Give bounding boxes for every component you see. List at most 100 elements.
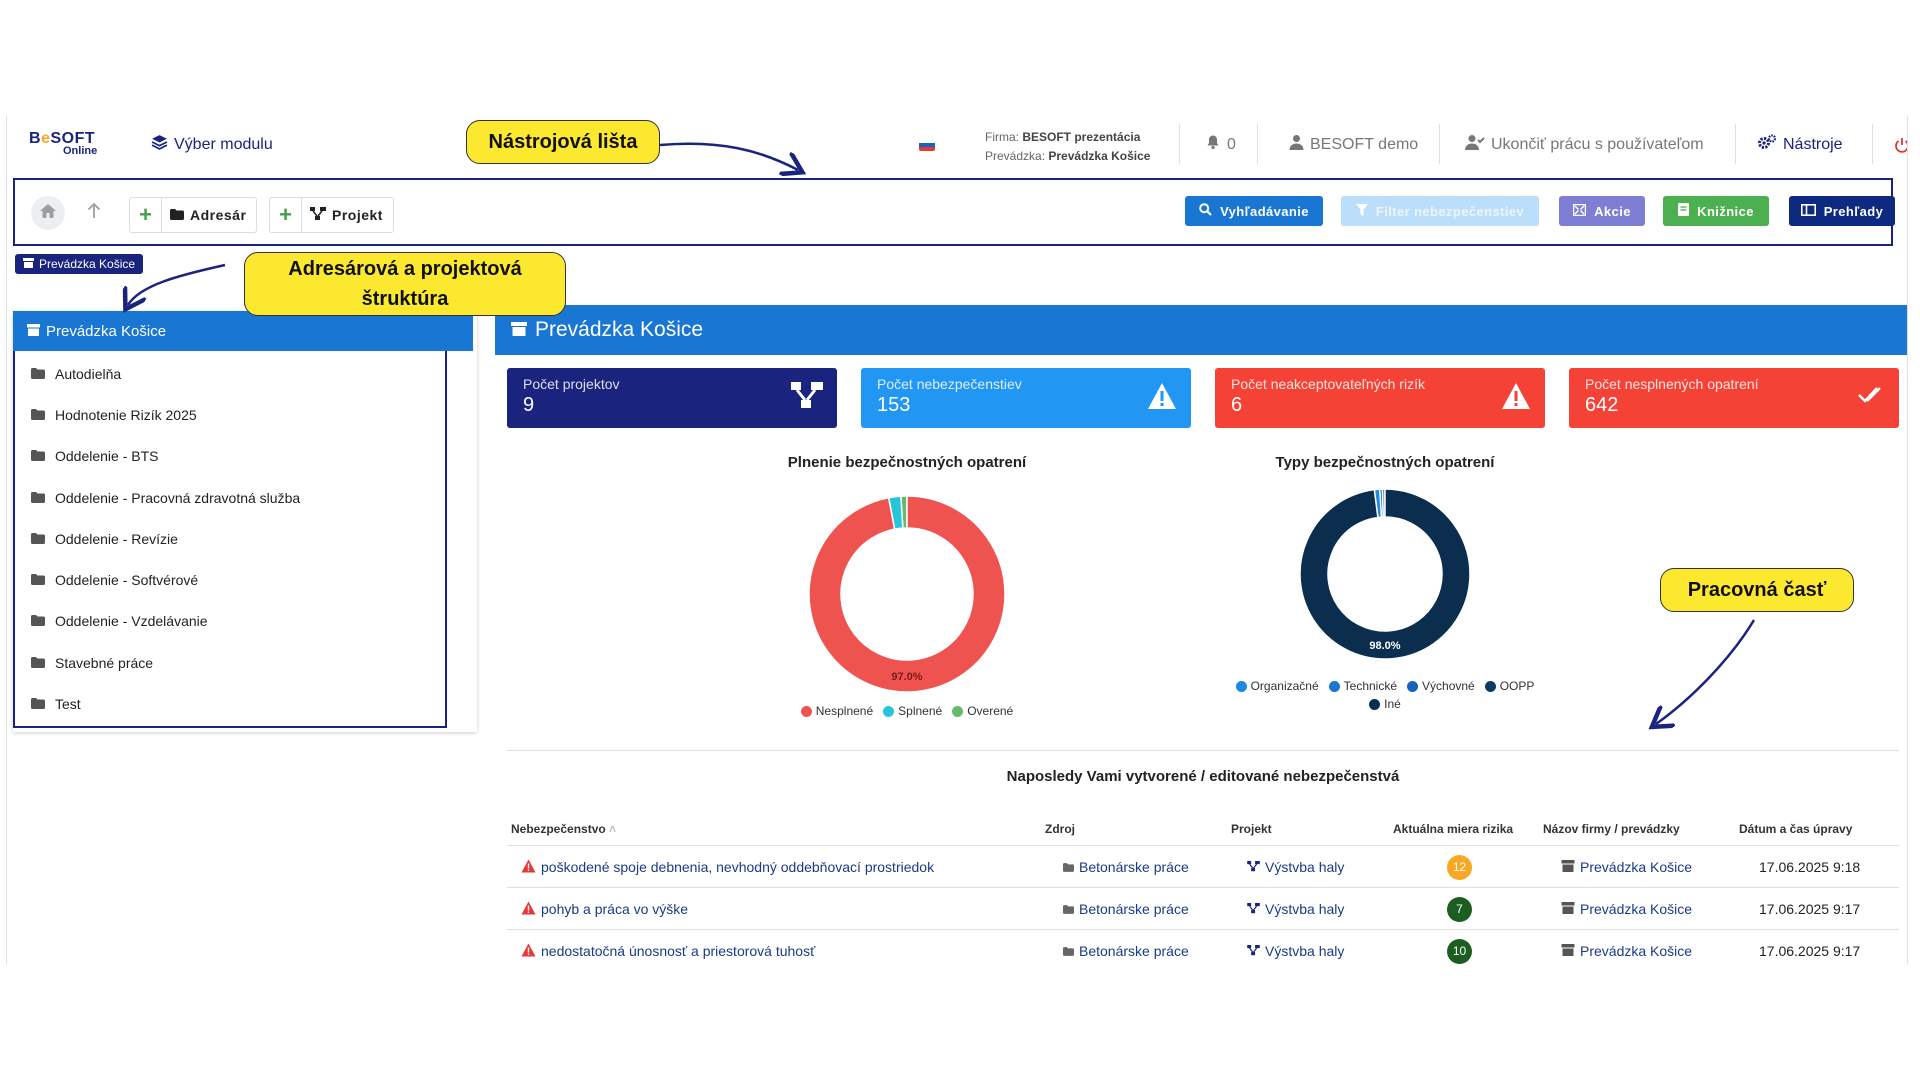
tree-list: Autodielňa Hodnotenie Rizík 2025 Oddelen… <box>15 353 445 725</box>
folder-icon <box>1063 859 1074 875</box>
compress-icon <box>1572 203 1587 219</box>
folder-icon <box>31 572 45 588</box>
notifications-button[interactable]: 0 <box>1205 134 1236 155</box>
legend-item[interactable]: Technické <box>1328 679 1397 693</box>
stat-card-projects[interactable]: Počet projektov 9 <box>507 368 837 428</box>
search-button[interactable]: Vyhľadávanie <box>1185 196 1323 226</box>
project-tree-icon <box>310 206 326 224</box>
slovak-flag-icon[interactable] <box>919 139 935 151</box>
column-header-date[interactable]: Dátum a čas úpravy <box>1739 822 1853 836</box>
divider <box>1179 124 1180 164</box>
double-check-icon <box>1857 382 1885 411</box>
folder-icon <box>31 490 45 506</box>
add-directory-button[interactable]: + Adresár <box>129 197 258 233</box>
up-button[interactable] <box>81 198 107 228</box>
user-check-icon <box>1465 134 1485 155</box>
source-link[interactable]: Betonárske práce <box>1079 859 1189 875</box>
source-link[interactable]: Betonárske práce <box>1079 901 1189 917</box>
gears-icon <box>1757 134 1777 155</box>
tree-item[interactable]: Hodnotenie Rizík 2025 <box>15 394 445 435</box>
tree-item[interactable]: Oddelenie - Revízie <box>15 518 445 559</box>
tree-root[interactable]: Prevádzka Košice <box>13 311 473 351</box>
home-button[interactable] <box>31 196 65 230</box>
callout-toolbar: Nástrojová lišta <box>466 120 660 164</box>
folder-icon <box>31 613 45 629</box>
source-link[interactable]: Betonárske práce <box>1079 943 1189 959</box>
project-tree-icon <box>1247 859 1260 875</box>
column-header-firm[interactable]: Názov firmy / prevádzky <box>1543 822 1680 836</box>
folder-icon <box>31 696 45 712</box>
hazard-filter-button[interactable]: Filter nebezpečenstiev <box>1341 196 1539 226</box>
power-icon[interactable] <box>1894 137 1907 158</box>
project-tree-icon <box>791 382 823 415</box>
app-window: BeSOFT Online Výber modulu Firma: BESOFT… <box>6 116 1908 964</box>
tree-item[interactable]: Test <box>15 683 445 724</box>
date-cell: 17.06.2025 9:17 <box>1759 901 1861 917</box>
legend-item[interactable]: OOPP <box>1484 679 1534 693</box>
callout-workspace: Pracovná časť <box>1660 568 1854 612</box>
hazard-link[interactable]: pohyb a práca vo výške <box>541 901 689 917</box>
column-header-hazard[interactable]: Nebezpečenstvo ˄ <box>511 822 617 836</box>
overviews-button[interactable]: Prehľady <box>1789 196 1895 226</box>
project-link[interactable]: Výstvba haly <box>1265 859 1345 875</box>
project-link[interactable]: Výstvba haly <box>1265 901 1345 917</box>
risk-badge: 10 <box>1447 938 1472 964</box>
tree-item[interactable]: Oddelenie - Vzdelávanie <box>15 601 445 642</box>
firm-link[interactable]: Prevádzka Košice <box>1580 859 1693 875</box>
directory-tree: Prevádzka Košice Autodielňa Hodnotenie R… <box>13 311 473 728</box>
bell-icon <box>1205 134 1221 155</box>
divider <box>1439 124 1440 164</box>
user-icon <box>1289 134 1304 155</box>
risk-badge: 7 <box>1447 896 1472 922</box>
legend-item[interactable]: Splnené <box>883 704 942 718</box>
table-row[interactable]: nedostatočná únosnosť a priestorová tuho… <box>507 929 1899 964</box>
stat-card-unacceptable-risks[interactable]: Počet neakceptovateľných rizík 6 <box>1215 368 1545 428</box>
tree-item[interactable]: Oddelenie - Softvérové <box>15 559 445 600</box>
hazard-link[interactable]: nedostatočná únosnosť a priestorová tuho… <box>541 943 816 959</box>
chart-legend-types: Organizačné Technické Výchovné OOPP Iné <box>1235 679 1535 711</box>
project-link[interactable]: Výstvba haly <box>1265 943 1345 959</box>
date-cell: 17.06.2025 9:17 <box>1759 943 1861 959</box>
column-header-risk[interactable]: Aktuálna miera rizika <box>1393 822 1514 836</box>
page-title: Prevádzka Košice <box>535 318 704 341</box>
legend-item[interactable]: Nesplnené <box>800 704 873 718</box>
plus-icon: + <box>270 198 302 232</box>
tree-item[interactable]: Oddelenie - Pracovná zdravotná služba <box>15 477 445 518</box>
tools-menu[interactable]: Nástroje <box>1757 134 1843 155</box>
legend-item[interactable]: Výchovné <box>1407 679 1475 693</box>
folder-icon <box>1063 901 1074 917</box>
firm-link[interactable]: Prevádzka Košice <box>1580 943 1693 959</box>
warning-icon <box>521 901 536 918</box>
donut-chart-fulfillment: 97.0% <box>808 495 1006 693</box>
tree-item[interactable]: Oddelenie - BTS <box>15 436 445 477</box>
legend-item[interactable]: Overené <box>952 704 1013 718</box>
besoft-logo[interactable]: BeSOFT Online <box>29 130 109 160</box>
table-row[interactable]: poškodené spoje debnenia, nevhodný oddeb… <box>507 845 1899 887</box>
section-divider <box>507 750 1899 751</box>
column-header-source[interactable]: Zdroj <box>1045 822 1075 836</box>
stat-card-unfulfilled-measures[interactable]: Počet nesplnených opatrení 642 <box>1569 368 1899 428</box>
add-project-button[interactable]: + Projekt <box>269 197 394 233</box>
column-header-project[interactable]: Projekt <box>1231 822 1272 836</box>
location-badge[interactable]: Prevádzka Košice <box>15 254 144 274</box>
donut-slice-iné[interactable] <box>1299 488 1471 660</box>
legend-item[interactable]: Organizačné <box>1235 679 1319 693</box>
legend-item[interactable]: Iné <box>1369 697 1401 711</box>
tree-item[interactable]: Stavebné práce <box>15 642 445 683</box>
donut-slice-nesplnené[interactable] <box>808 495 1006 693</box>
module-selector[interactable]: Výber modulu <box>151 134 273 156</box>
folder-icon <box>31 531 45 547</box>
libraries-button[interactable]: Knižnice <box>1663 196 1769 226</box>
recent-hazards-title: Naposledy Vami vytvorené / editované neb… <box>1006 768 1400 785</box>
firm-link[interactable]: Prevádzka Košice <box>1580 901 1693 917</box>
logo-tagline: Online <box>63 145 98 157</box>
chart-title-measure-types: Typy bezpečnostných opatrení <box>1275 454 1495 471</box>
stat-card-hazards[interactable]: Počet nebezpečenstiev 153 <box>861 368 1191 428</box>
user-menu[interactable]: BESOFT demo <box>1289 134 1418 155</box>
end-session-button[interactable]: Ukončiť prácu s používateľom <box>1465 134 1704 155</box>
tree-item[interactable]: Autodielňa <box>15 353 445 394</box>
actions-button[interactable]: Akcie <box>1559 196 1645 226</box>
hazard-link[interactable]: poškodené spoje debnenia, nevhodný oddeb… <box>541 859 935 875</box>
table-row[interactable]: pohyb a práca vo výške Betonárske práce … <box>507 887 1899 929</box>
folder-icon <box>31 448 45 464</box>
